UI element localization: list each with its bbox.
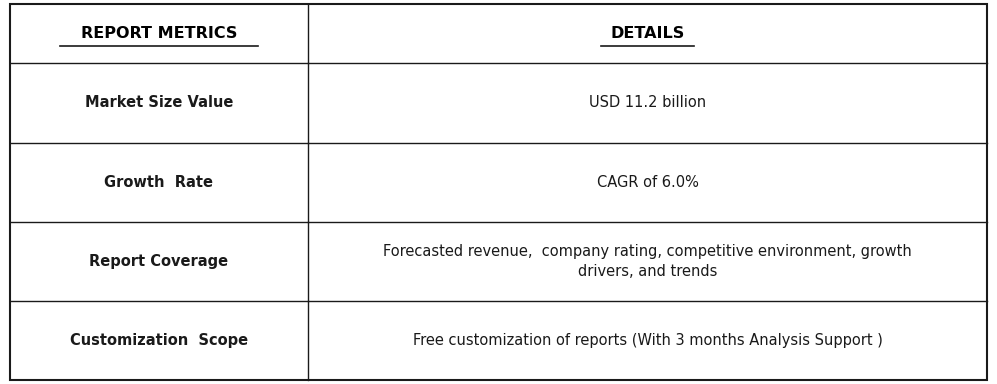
Text: Market Size Value: Market Size Value <box>85 95 233 111</box>
Text: Customization  Scope: Customization Scope <box>70 333 248 348</box>
Text: CAGR of 6.0%: CAGR of 6.0% <box>596 175 699 190</box>
Text: REPORT METRICS: REPORT METRICS <box>81 26 237 41</box>
Text: Forecasted revenue,  company rating, competitive environment, growth
drivers, an: Forecasted revenue, company rating, comp… <box>383 244 912 279</box>
Text: Growth  Rate: Growth Rate <box>105 175 213 190</box>
Text: Report Coverage: Report Coverage <box>90 254 228 269</box>
Text: USD 11.2 billion: USD 11.2 billion <box>589 95 706 111</box>
Text: DETAILS: DETAILS <box>610 26 685 41</box>
Text: Free customization of reports (With 3 months Analysis Support ): Free customization of reports (With 3 mo… <box>413 333 882 348</box>
